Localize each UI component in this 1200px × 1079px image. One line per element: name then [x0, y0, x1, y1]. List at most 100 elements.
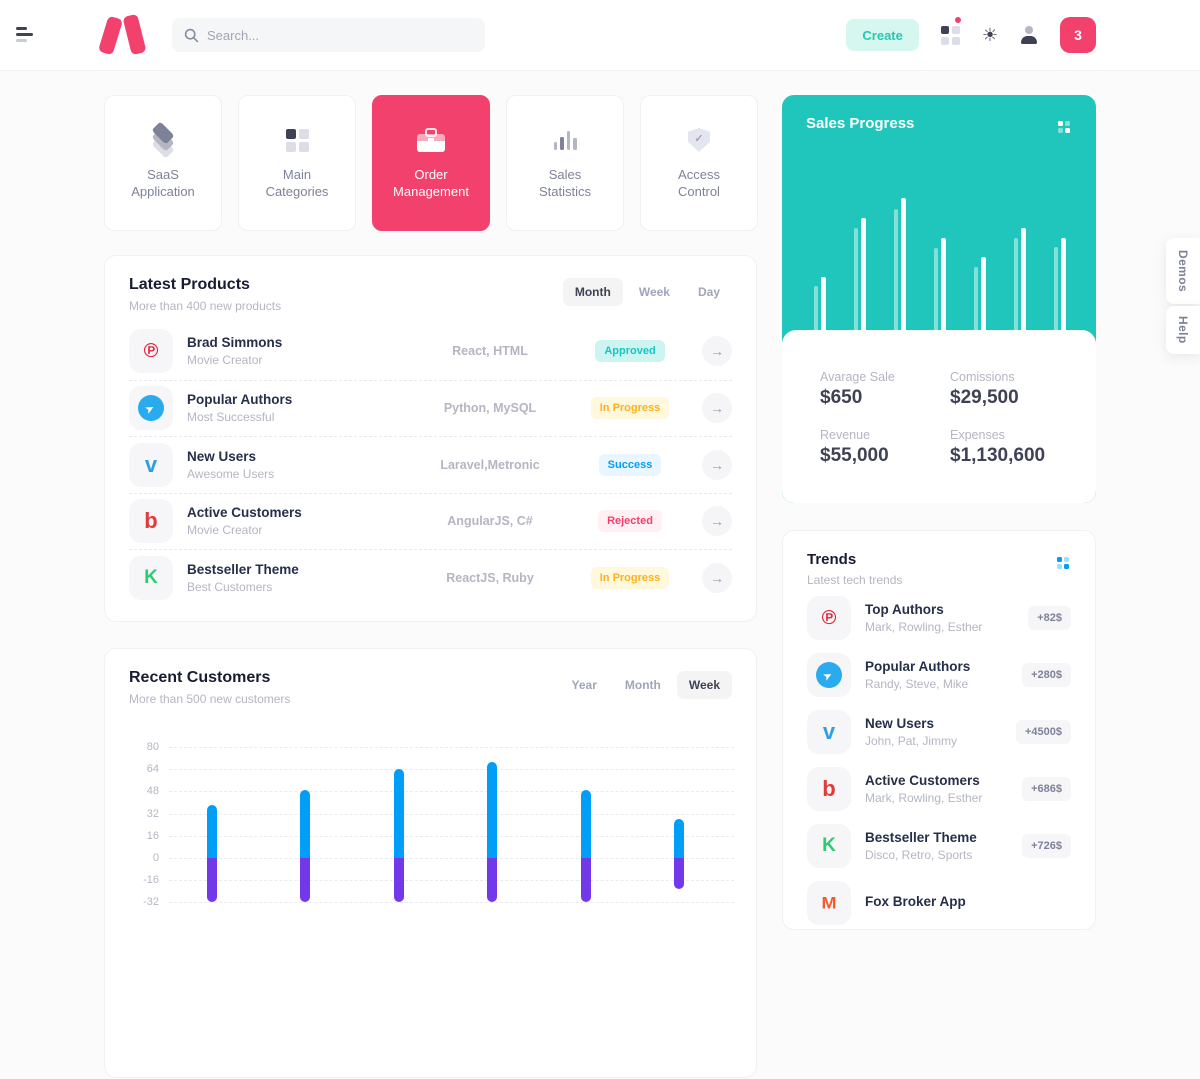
bar-positive	[487, 762, 498, 858]
notification-dot	[954, 16, 961, 23]
tab-week[interactable]: Week	[638, 285, 670, 299]
nav-card-label: SaaS Application	[131, 167, 195, 199]
status-badge: In Progress	[590, 397, 670, 420]
row-arrow-button[interactable]: →	[702, 336, 732, 367]
demos-side-tab[interactable]: Demos	[1166, 238, 1200, 304]
product-name: Active Customers	[187, 505, 302, 521]
row-arrow-button[interactable]: →	[702, 449, 732, 480]
stat-label: Avarage Sale	[820, 370, 895, 384]
sales-progress-chart	[782, 95, 1096, 330]
product-row[interactable]: b Active Customers Movie Creator AngularJS,…	[129, 492, 732, 550]
tab-month[interactable]: Month	[624, 678, 661, 692]
telegram-plane-icon: ➤	[816, 662, 842, 688]
shield-check-icon: ✓	[688, 128, 710, 152]
trend-sub: John, Pat, Jimmy	[865, 734, 958, 748]
trend-name: Bestseller Theme	[865, 830, 977, 845]
fox-icon: M	[807, 881, 851, 925]
stat-label: Expenses	[950, 428, 1005, 442]
telegram-plane-icon: ➤	[138, 395, 164, 422]
trends-title: Trends	[807, 551, 857, 568]
nav-card-saas-application[interactable]: SaaS Application	[104, 95, 222, 231]
trend-value-badge: +280$	[1022, 663, 1071, 687]
bebo-icon: b	[807, 767, 851, 811]
row-arrow-button[interactable]: →	[702, 562, 732, 593]
nav-card-label: Access Control	[678, 167, 720, 199]
pinterest-icon: ℗	[129, 329, 173, 374]
grid-line	[169, 813, 734, 815]
latest-products-card: Latest Products More than 400 new produc…	[104, 255, 757, 622]
product-tech: Python, MySQL	[443, 401, 537, 416]
kickstarter-icon: K	[807, 824, 851, 868]
bebo-icon: b	[129, 499, 173, 544]
nav-card-label: Main Categories	[265, 167, 329, 199]
sales-progress-title: Sales Progress	[806, 115, 915, 132]
product-row[interactable]: ➤ Popular Authors Most Successful Python, M…	[129, 379, 732, 437]
nav-card-access-control[interactable]: ✓ Access Control	[640, 95, 758, 231]
product-name: Bestseller Theme	[187, 561, 299, 577]
trend-item[interactable]: K Bestseller Theme Disco, Retro, Sports +72…	[807, 824, 1071, 868]
top-header: Create ☀ 3	[0, 0, 1200, 70]
vimeo-icon: v	[807, 710, 851, 754]
trend-value-badge: +82$	[1028, 606, 1071, 630]
telegram-icon: ➤	[129, 386, 173, 431]
bar-negative	[580, 858, 591, 903]
help-side-tab[interactable]: Help	[1166, 306, 1200, 354]
axis-tick-label: 64	[146, 763, 159, 776]
user-icon[interactable]	[1020, 26, 1038, 44]
trend-name: Popular Authors	[865, 659, 971, 674]
product-row[interactable]: ℗ Brad Simmons Movie Creator React, HTML App…	[129, 323, 732, 380]
trend-item[interactable]: M Fox Broker App	[807, 881, 1071, 925]
notification-count-badge[interactable]: 3	[1060, 17, 1096, 53]
sales-progress-stats-panel: Avarage Sale $650 Comissions $29,500 Revenue…	[782, 330, 1096, 503]
tab-week[interactable]: Week	[676, 671, 732, 699]
recent-customers-subtitle: More than 500 new customers	[129, 692, 291, 706]
bar-negative	[393, 858, 404, 903]
nav-card-sales-statistics[interactable]: Sales Statistics	[506, 95, 624, 231]
product-row[interactable]: K Bestseller Theme Best Customers ReactJS, …	[129, 549, 732, 606]
search-input[interactable]	[207, 27, 457, 43]
axis-tick-label: 16	[146, 829, 159, 842]
app-logo[interactable]	[97, 13, 150, 56]
trends-subtitle: Latest tech trends	[807, 573, 903, 587]
stat-label: Comissions	[950, 370, 1015, 384]
row-arrow-button[interactable]: →	[702, 393, 732, 424]
row-arrow-button[interactable]: →	[702, 506, 732, 537]
latest-products-subtitle: More than 400 new products	[129, 299, 282, 313]
theme-sun-icon[interactable]: ☀	[981, 25, 998, 45]
trends-card: Trends Latest tech trends ℗ Top Authors Ma…	[782, 530, 1096, 930]
grid-icon	[285, 128, 309, 152]
trend-item[interactable]: b Active Customers Mark, Rowling, Esther +6…	[807, 767, 1071, 811]
status-badge: In Progress	[590, 566, 670, 589]
trend-item[interactable]: ℗ Top Authors Mark, Rowling, Esther +82$	[807, 596, 1071, 640]
tab-month[interactable]: Month	[562, 278, 623, 306]
apps-grid-icon[interactable]	[940, 16, 961, 45]
product-role: Movie Creator	[187, 353, 263, 368]
search-icon	[184, 28, 199, 42]
search-bar[interactable]	[172, 18, 485, 52]
product-row[interactable]: v New Users Awesome Users Laravel,Metronic S…	[129, 436, 732, 493]
axis-tick-label: 0	[152, 852, 159, 864]
trend-sub: Disco, Retro, Sports	[865, 848, 973, 862]
layers-icon	[148, 121, 178, 159]
trends-menu-dots-icon[interactable]	[1057, 557, 1069, 569]
menu-toggle-icon[interactable]	[16, 27, 36, 43]
vimeo-icon: v	[129, 442, 173, 487]
sales-progress-card: Sales Progress Avarage Sale $650 Comission…	[782, 95, 1096, 503]
stat-value: $29,500	[950, 387, 1019, 408]
sales-stat: Comissions $29,500	[950, 370, 1045, 409]
trend-value-badge: +686$	[1022, 777, 1071, 801]
tab-year[interactable]: Year	[571, 678, 597, 692]
trend-item[interactable]: v New Users John, Pat, Jimmy +4500$	[807, 710, 1071, 754]
trend-name: Active Customers	[865, 773, 980, 788]
latest-products-title: Latest Products	[129, 276, 250, 293]
recent-customers-period-tabs: Year Month Week	[560, 671, 732, 699]
sales-progress-menu-dots-icon[interactable]	[1058, 121, 1070, 133]
nav-card-main-categories[interactable]: Main Categories	[238, 95, 356, 231]
create-button[interactable]: Create	[846, 19, 919, 51]
product-name: Brad Simmons	[187, 335, 283, 351]
nav-card-order-management[interactable]: Order Management	[372, 95, 490, 231]
bar-positive	[207, 805, 217, 858]
trend-item[interactable]: ➤ Popular Authors Randy, Steve, Mike +280$	[807, 653, 1071, 697]
product-role: Awesome Users	[187, 466, 275, 481]
tab-day[interactable]: Day	[697, 285, 720, 299]
